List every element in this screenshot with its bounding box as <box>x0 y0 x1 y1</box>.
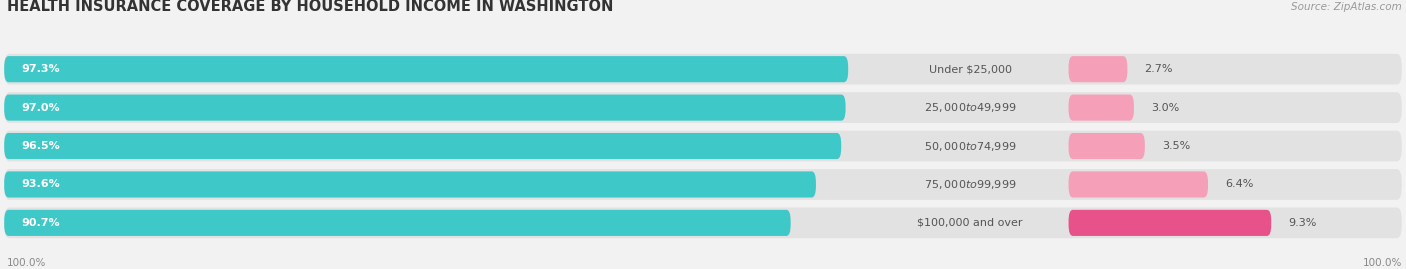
Text: 6.4%: 6.4% <box>1225 179 1253 189</box>
FancyBboxPatch shape <box>4 169 1402 200</box>
FancyBboxPatch shape <box>1069 210 1271 236</box>
FancyBboxPatch shape <box>4 54 1402 84</box>
FancyBboxPatch shape <box>1069 171 1208 197</box>
Text: 97.0%: 97.0% <box>21 102 59 113</box>
FancyBboxPatch shape <box>4 94 845 121</box>
Text: 3.0%: 3.0% <box>1152 102 1180 113</box>
Text: HEALTH INSURANCE COVERAGE BY HOUSEHOLD INCOME IN WASHINGTON: HEALTH INSURANCE COVERAGE BY HOUSEHOLD I… <box>7 0 613 15</box>
Text: 9.3%: 9.3% <box>1288 218 1316 228</box>
FancyBboxPatch shape <box>4 207 1402 238</box>
FancyBboxPatch shape <box>1069 133 1144 159</box>
Text: $75,000 to $99,999: $75,000 to $99,999 <box>924 178 1017 191</box>
Text: 3.5%: 3.5% <box>1161 141 1189 151</box>
FancyBboxPatch shape <box>4 210 790 236</box>
FancyBboxPatch shape <box>4 56 848 82</box>
Text: Under $25,000: Under $25,000 <box>928 64 1012 74</box>
Text: 90.7%: 90.7% <box>21 218 59 228</box>
FancyBboxPatch shape <box>4 171 815 197</box>
Text: 97.3%: 97.3% <box>21 64 59 74</box>
FancyBboxPatch shape <box>1069 94 1135 121</box>
FancyBboxPatch shape <box>4 133 841 159</box>
Text: 100.0%: 100.0% <box>1362 258 1402 268</box>
Text: $25,000 to $49,999: $25,000 to $49,999 <box>924 101 1017 114</box>
FancyBboxPatch shape <box>4 131 1402 161</box>
Text: 2.7%: 2.7% <box>1144 64 1173 74</box>
Text: 93.6%: 93.6% <box>21 179 60 189</box>
Text: 96.5%: 96.5% <box>21 141 60 151</box>
FancyBboxPatch shape <box>1069 56 1128 82</box>
Text: $100,000 and over: $100,000 and over <box>917 218 1024 228</box>
Text: $50,000 to $74,999: $50,000 to $74,999 <box>924 140 1017 153</box>
FancyBboxPatch shape <box>4 92 1402 123</box>
Text: 100.0%: 100.0% <box>7 258 46 268</box>
Text: Source: ZipAtlas.com: Source: ZipAtlas.com <box>1291 2 1402 12</box>
